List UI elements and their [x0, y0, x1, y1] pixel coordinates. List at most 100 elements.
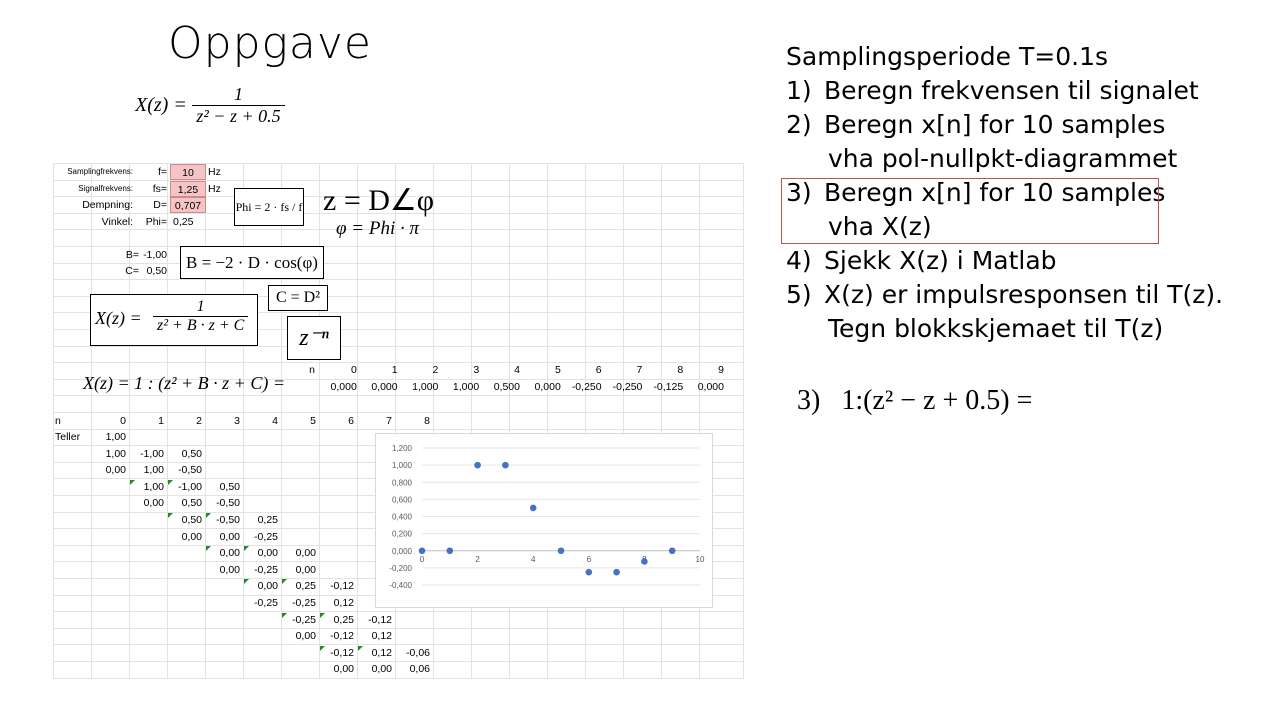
chart-x-tick-label: 10	[696, 555, 705, 564]
xz-fraction: 1 z² − z + 0.5	[192, 84, 285, 127]
grid-row-line	[53, 345, 743, 347]
result-x-cell: 0,000	[371, 381, 398, 393]
grid-row-line	[53, 362, 743, 364]
formula-indicator-icon	[206, 513, 211, 518]
grid-col-line	[623, 163, 624, 679]
task-text: X(z) er impulsresponsen til T(z).	[824, 280, 1224, 309]
slide-title: Oppgave	[168, 18, 372, 69]
division-cell: 0,00	[333, 663, 354, 676]
division-cell: 0,25	[333, 613, 354, 626]
division-col-header: 5	[310, 415, 316, 427]
division-col-header: 4	[272, 415, 278, 427]
division-cell: -0,50	[216, 514, 240, 526]
division-cell: 0,06	[409, 663, 430, 676]
param-var: fs=	[152, 182, 167, 195]
division-cell: -1,00	[178, 480, 202, 493]
result-x-cell: -0,250	[571, 381, 602, 393]
grid-row-line	[53, 677, 743, 679]
grid-row-line	[53, 412, 743, 413]
result-x-cell: 0,000	[330, 381, 357, 393]
xz-division-formula: X(z) = 1 : (z² + B · z + C) =	[83, 373, 285, 393]
task-3-highlight	[781, 178, 1159, 244]
task-heading: Samplingsperiode T=0.1s	[786, 42, 1109, 71]
z-neg-n-box: z⁻ⁿ	[287, 316, 341, 360]
division-col-header: 0	[120, 415, 126, 427]
grid-col-line	[743, 163, 744, 679]
param-value: 1,25	[170, 180, 206, 197]
chart-data-point	[418, 547, 426, 555]
z-neg-n: z⁻ⁿ	[299, 325, 329, 351]
division-cell: 0,00	[371, 663, 392, 676]
task-number: 1)	[786, 76, 812, 105]
grid-row-line	[53, 262, 743, 264]
division-cell: 0,00	[257, 580, 278, 593]
c-formula: C = D²	[275, 289, 321, 306]
grid-row-line	[53, 312, 743, 314]
formula-indicator-icon	[282, 612, 287, 618]
grid-col-line	[129, 163, 130, 679]
result-n-cell: 9	[718, 364, 724, 376]
task-number: 5)	[786, 280, 812, 309]
task-item-4: 4) Sjekk X(z) i Matlab	[786, 244, 1223, 278]
chart-data-point	[474, 461, 481, 469]
teller-label: Teller	[55, 431, 81, 443]
task-list: Samplingsperiode T=0.1s 1) Beregn frekven…	[786, 40, 1223, 346]
division-cell: -0,50	[216, 497, 240, 510]
result-n-header: n	[309, 364, 315, 376]
c-formula-box: C = D²	[268, 285, 328, 311]
xz-general-fraction: 1 z² + B · z + C	[153, 298, 249, 335]
division-cell: 0,50	[181, 497, 202, 510]
division-cell: 0,00	[295, 547, 316, 560]
grid-col-line	[509, 163, 510, 679]
chart-data-point	[502, 461, 509, 469]
formula-indicator-icon	[206, 546, 211, 552]
grid-col-line	[471, 163, 472, 679]
xz-formula-top: X(z) = 1 z² − z + 0.5	[135, 84, 285, 127]
phi-pi-formula: φ = Phi · π	[336, 218, 419, 239]
division-cell: -0,12	[368, 613, 392, 626]
division-col-header: 8	[424, 415, 430, 427]
task-continuation: vha X(z)	[828, 212, 932, 241]
division-cell: -0,12	[330, 580, 354, 593]
param-var: D=	[153, 199, 167, 212]
result-n-cell: 2	[432, 364, 439, 376]
chart-y-tick-label: 0,200	[392, 530, 413, 539]
formula-indicator-icon	[320, 612, 325, 618]
grid-row-line	[53, 611, 743, 613]
result-n-cell: 1	[391, 364, 398, 376]
result-n-cell: 6	[595, 364, 602, 376]
result-x-cell: 1,000	[412, 381, 439, 393]
xz-denominator: z² − z + 0.5	[192, 105, 285, 127]
division-cell: -0,25	[254, 597, 278, 609]
division-cell: -0,12	[330, 646, 354, 659]
division-cell: 1,00	[105, 447, 126, 460]
formula-indicator-icon	[244, 579, 249, 585]
chart-y-tick-label: 1,000	[392, 461, 413, 470]
division-cell: -0,25	[292, 597, 316, 609]
phi-formula: Phi = 2 · fs / f	[235, 200, 303, 214]
division-cell: -0,25	[292, 613, 316, 626]
grid-col-line	[205, 163, 206, 679]
param-unit: Hz	[208, 166, 221, 178]
division-col-header: 3	[234, 415, 240, 427]
division-cell: 0,50	[181, 514, 202, 526]
z-polar-formula: z = D∠φ	[323, 184, 435, 217]
division-n-header: n	[55, 415, 61, 427]
division-cell: 0,25	[257, 514, 278, 526]
c-label: C=	[125, 265, 139, 277]
chart-x-tick-label: 2	[475, 555, 480, 564]
grid-row-line	[53, 196, 743, 198]
answer-line: 3) 1:(z² − z + 0.5) =	[797, 385, 1032, 417]
xz-general-lhs: X(z) =	[95, 308, 142, 328]
xz-general-numerator: 1	[196, 298, 205, 315]
chart-data-point	[641, 558, 648, 565]
formula-indicator-icon	[358, 645, 363, 651]
xz-numerator: 1	[233, 84, 243, 104]
phi-formula-box: Phi = 2 · fs / f	[234, 188, 304, 226]
param-label: Dempning:	[82, 199, 133, 212]
param-var: Phi=	[145, 215, 167, 228]
param-value: 0,25	[173, 215, 194, 228]
param-value: 0,707	[170, 197, 206, 214]
impulse-response-chart: 1,200 1,000 0,800 0,600 0,400 0,200 0,000 -0,20…	[375, 433, 713, 608]
task-continuation: vha pol-nullpkt-diagrammet	[828, 144, 1178, 173]
